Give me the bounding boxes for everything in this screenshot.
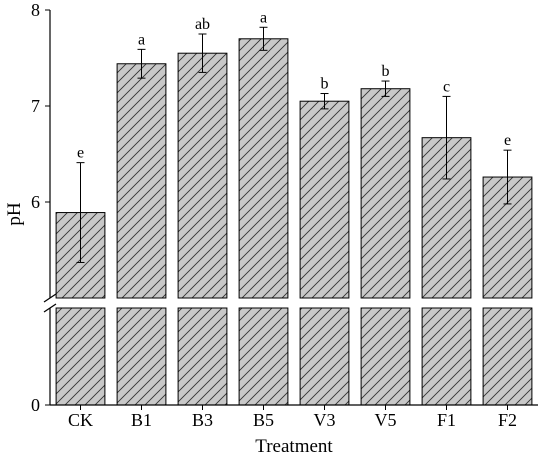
significance-label-B3: ab xyxy=(195,16,210,33)
x-axis-title: Treatment xyxy=(255,436,333,457)
significance-label-F2: e xyxy=(504,132,511,149)
bar-B5 xyxy=(238,38,289,299)
x-tick-label-V5: V5 xyxy=(375,410,397,430)
y-axis-title: pH xyxy=(4,202,25,226)
axes-layer xyxy=(43,9,538,410)
bar-lower-B1 xyxy=(116,307,167,406)
bar-B3 xyxy=(177,52,228,299)
axis-break-band xyxy=(44,298,538,308)
y-tick-label: 8 xyxy=(31,0,40,20)
significance-label-V3: b xyxy=(321,76,329,93)
x-tick-label-F1: F1 xyxy=(437,410,456,430)
bar-B1 xyxy=(116,63,167,299)
y-tick-label: 0 xyxy=(31,395,40,415)
bar-lower-V5 xyxy=(360,307,411,406)
bar-V5 xyxy=(360,88,411,299)
x-tick-label-V3: V3 xyxy=(314,410,336,430)
x-tick-label-B3: B3 xyxy=(192,410,213,430)
significance-label-B5: a xyxy=(260,9,267,26)
significance-label-F1: c xyxy=(443,78,450,95)
axis-break-mark xyxy=(43,293,57,303)
labels-layer: e CK a B1 ab B3 a B5 b V3 b V5 c F1 e F2 8 7 6 0 Treatment pH xyxy=(4,0,517,457)
significance-label-B1: a xyxy=(138,31,145,48)
bar-lower-F1 xyxy=(421,307,472,406)
x-tick-label-CK: CK xyxy=(68,410,93,430)
bar-lower-CK xyxy=(55,307,106,406)
significance-label-CK: e xyxy=(77,145,84,162)
x-tick-label-B5: B5 xyxy=(253,410,274,430)
x-tick-label-B1: B1 xyxy=(131,410,152,430)
bar-lower-V3 xyxy=(299,307,350,406)
bar-lower-B3 xyxy=(177,307,228,406)
y-tick-label: 6 xyxy=(31,192,40,212)
bars-layer xyxy=(55,26,533,406)
bar-lower-B5 xyxy=(238,307,289,406)
significance-label-V5: b xyxy=(382,63,390,80)
bar-V3 xyxy=(299,100,350,299)
axis-break-mark xyxy=(43,303,57,313)
x-tick-label-F2: F2 xyxy=(498,410,517,430)
y-tick-label: 7 xyxy=(31,96,40,116)
bar-lower-F2 xyxy=(482,307,533,406)
